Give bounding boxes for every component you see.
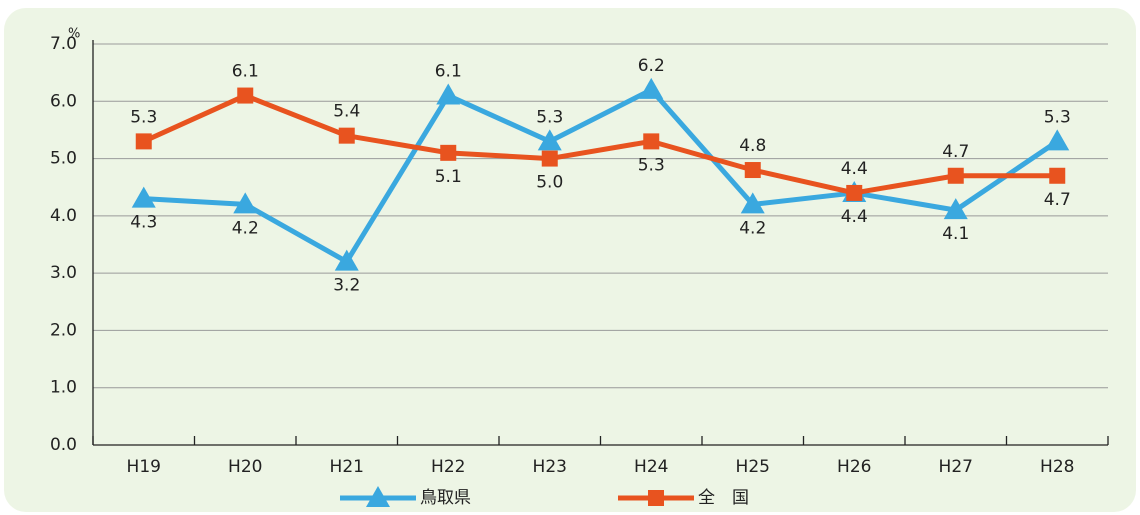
- y-tick-label: 3.0: [50, 263, 77, 283]
- marker: [541, 150, 558, 167]
- y-tick-label: 6.0: [50, 91, 77, 111]
- marker: [537, 129, 562, 151]
- x-tick-label: H23: [533, 457, 567, 477]
- data-label: 4.4: [841, 159, 868, 179]
- data-label: 5.3: [130, 107, 157, 127]
- data-label: 4.3: [130, 213, 157, 233]
- data-label: 4.7: [1044, 190, 1071, 210]
- data-label: 5.3: [1044, 107, 1071, 127]
- data-label: 5.4: [333, 102, 360, 122]
- marker: [436, 83, 461, 105]
- x-tick-label: H25: [736, 457, 770, 477]
- x-tick-label: H28: [1040, 457, 1074, 477]
- marker: [135, 133, 152, 150]
- series: [143, 87, 1059, 265]
- marker: [639, 77, 664, 99]
- marker: [947, 167, 964, 184]
- data-label: 4.2: [739, 218, 766, 238]
- marker: [740, 192, 765, 214]
- line: [142, 93, 1058, 196]
- data-label: 4.8: [739, 136, 766, 156]
- marker: [334, 249, 359, 271]
- marker: [643, 133, 660, 150]
- x-tick-label: H24: [634, 457, 668, 477]
- marker: [237, 87, 254, 104]
- x-tick-label: H19: [127, 457, 161, 477]
- data-label: 4.1: [942, 224, 969, 244]
- line: [143, 87, 1059, 265]
- marker: [744, 162, 761, 179]
- y-tick-label: 7.0: [50, 34, 77, 54]
- marker: [1049, 167, 1066, 184]
- legend-label: 全 国: [698, 488, 749, 508]
- marker: [366, 486, 390, 507]
- background: [4, 8, 1136, 512]
- marker: [131, 186, 156, 208]
- marker: [648, 490, 664, 506]
- x-tick-label: H21: [330, 457, 364, 477]
- y-tick-label: 0.0: [50, 435, 77, 455]
- data-label: 5.3: [536, 107, 563, 127]
- legend-label: 鳥取県: [420, 488, 471, 508]
- x-tick-label: H20: [228, 457, 262, 477]
- x-tick-label: H22: [431, 457, 465, 477]
- data-label: 6.1: [232, 62, 259, 82]
- marker: [1045, 129, 1070, 151]
- data-label: 6.1: [435, 62, 462, 82]
- data-label: 4.4: [841, 207, 868, 227]
- marker: [338, 127, 355, 144]
- marker: [943, 198, 968, 220]
- series: [142, 93, 1058, 196]
- y-unit: %: [68, 27, 80, 42]
- data-label: 6.2: [638, 56, 665, 76]
- data-label: 4.7: [942, 142, 969, 162]
- data-label: 4.2: [232, 218, 259, 238]
- y-tick-label: 4.0: [50, 206, 77, 226]
- data-label: 5.0: [536, 173, 563, 193]
- marker: [440, 144, 457, 161]
- data-label: 3.2: [333, 276, 360, 296]
- y-tick-label: 2.0: [50, 320, 77, 340]
- x-tick-label: H27: [939, 457, 973, 477]
- marker: [233, 192, 258, 214]
- y-tick-label: 1.0: [50, 378, 77, 398]
- marker: [846, 184, 863, 201]
- y-tick-label: 5.0: [50, 149, 77, 169]
- data-label: 5.3: [638, 155, 665, 175]
- x-tick-label: H26: [837, 457, 871, 477]
- data-label: 5.1: [435, 167, 462, 187]
